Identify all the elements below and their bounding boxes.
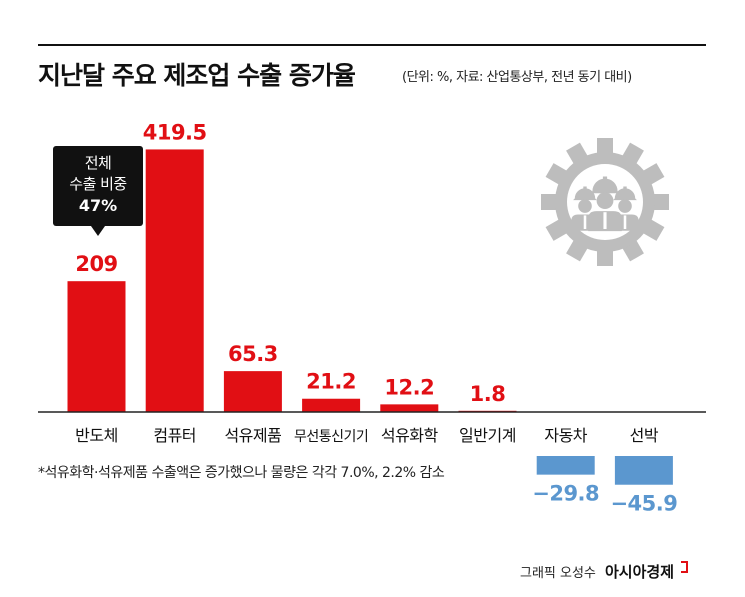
category-label-일반기계: 일반기계 [459, 426, 516, 445]
callout-line-2: 수출 비중 [69, 175, 127, 193]
workers-gear-icon [541, 138, 669, 266]
bar-자동차 [536, 456, 595, 475]
category-label-석유제품: 석유제품 [224, 426, 281, 445]
gear-tooth [651, 194, 669, 210]
callout-value: 47% [78, 196, 118, 215]
worker-figure [571, 186, 599, 231]
category-label-반도체: 반도체 [75, 426, 118, 445]
chart-subtitle: (단위: %, 자료: 산업통상부, 전년 동기 대비) [402, 70, 632, 85]
bar-반도체 [67, 281, 126, 412]
value-label-컴퓨터: 419.5 [143, 120, 207, 144]
value-label-일반기계: 1.8 [470, 382, 506, 406]
category-label-자동차: 자동차 [544, 426, 587, 445]
credit-author: 그래픽 오성수 [520, 566, 596, 581]
value-label-무선통신기기: 21.2 [306, 370, 356, 394]
top-rule [38, 44, 706, 46]
value-label-선박: −45.9 [610, 492, 677, 516]
value-label-석유제품: 65.3 [228, 342, 278, 366]
gear-tooth [597, 248, 613, 266]
credit: 그래픽 오성수 아시아경제 [520, 561, 689, 582]
callout-pointer [91, 226, 105, 236]
bar-석유화학 [380, 404, 439, 412]
credit-brand: 아시아경제 [605, 563, 675, 581]
footnote: *석유화학·석유제품 수출액은 증가했으나 물량은 각각 7.0%, 2.2% … [38, 465, 445, 481]
category-label-석유화학: 석유화학 [381, 426, 439, 445]
bars-group [67, 149, 673, 485]
bar-컴퓨터 [145, 149, 204, 413]
labels-group: 209 반도체 419.5 컴퓨터 65.3 석유제품 21.2 무선통신기기 12.2 석유화학… [75, 120, 678, 516]
gear-tooth [597, 138, 613, 156]
worker-figure [588, 176, 622, 232]
value-label-반도체: 209 [75, 252, 117, 276]
value-label-석유화학: 12.2 [384, 375, 434, 399]
bar-선박 [614, 456, 673, 485]
chart-title: 지난달 주요 제조업 수출 증가율 [38, 61, 356, 90]
callout-line-1: 전체 [84, 154, 112, 172]
category-label-컴퓨터: 컴퓨터 [153, 426, 196, 445]
bar-무선통신기기 [302, 398, 361, 412]
category-label-무선통신기기: 무선통신기기 [294, 429, 368, 445]
category-label-선박: 선박 [630, 426, 659, 445]
value-label-자동차: −29.8 [532, 482, 599, 506]
brand-mark-icon [681, 561, 689, 573]
callout-box: 전체 수출 비중 47% [53, 146, 143, 226]
bar-석유제품 [223, 371, 282, 412]
gear-tooth [541, 194, 559, 210]
